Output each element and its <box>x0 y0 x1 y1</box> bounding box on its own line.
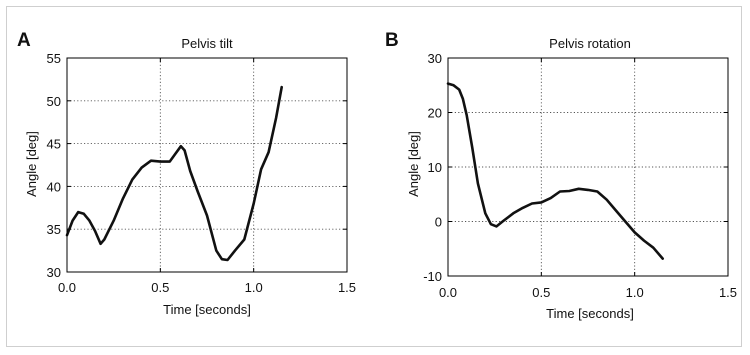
y-tick-label: -10 <box>423 269 442 284</box>
y-tick-label: 40 <box>47 179 61 194</box>
y-axis-label: Angle [deg] <box>406 131 421 197</box>
y-tick-label: 30 <box>47 265 61 280</box>
plot-area-border <box>447 57 729 277</box>
y-tick-label: 20 <box>428 106 442 121</box>
y-axis-label: Angle [deg] <box>24 131 39 197</box>
y-tick-label: 55 <box>47 51 61 66</box>
y-tick-labels: 30 35 40 45 50 55 <box>47 51 61 280</box>
y-tick-labels: -10 0 10 20 30 <box>423 51 442 284</box>
x-tick-label: 0.0 <box>439 285 457 300</box>
chart-title: Pelvis tilt <box>181 36 233 51</box>
x-tick-label: 1.5 <box>719 285 737 300</box>
x-tick-label: 1.0 <box>245 280 263 295</box>
y-tick-label: 30 <box>428 51 442 66</box>
series-line <box>446 82 664 260</box>
chart-title: Pelvis rotation <box>549 36 631 51</box>
y-tick-label: 50 <box>47 94 61 109</box>
x-tick-labels: 0.0 0.5 1.0 1.5 <box>58 280 356 295</box>
x-tick-label: 0.5 <box>151 280 169 295</box>
panel-label: A <box>17 30 31 51</box>
figure-frame <box>6 6 742 347</box>
chart-panel-a: A Pelvis tilt Angle [deg] Time [seconds]… <box>17 30 356 317</box>
panel-label: B <box>385 30 399 51</box>
x-tick-labels: 0.0 0.5 1.0 1.5 <box>439 285 737 300</box>
chart-panel-b: B Pelvis rotation Angle [deg] Time [seco… <box>385 30 737 321</box>
x-tick-label: 1.0 <box>626 285 644 300</box>
tick-marks <box>66 57 348 273</box>
plot-area-border <box>66 57 348 273</box>
grid-lines <box>67 58 347 272</box>
series-line <box>65 85 283 262</box>
x-tick-label: 0.5 <box>532 285 550 300</box>
x-axis-label: Time [seconds] <box>546 306 634 321</box>
x-tick-label: 0.0 <box>58 280 76 295</box>
y-tick-label: 35 <box>47 222 61 237</box>
y-tick-label: 0 <box>435 215 442 230</box>
y-tick-label: 10 <box>428 160 442 175</box>
y-tick-label: 45 <box>47 137 61 152</box>
grid-lines <box>448 58 728 276</box>
x-axis-label: Time [seconds] <box>163 302 251 317</box>
x-tick-label: 1.5 <box>338 280 356 295</box>
